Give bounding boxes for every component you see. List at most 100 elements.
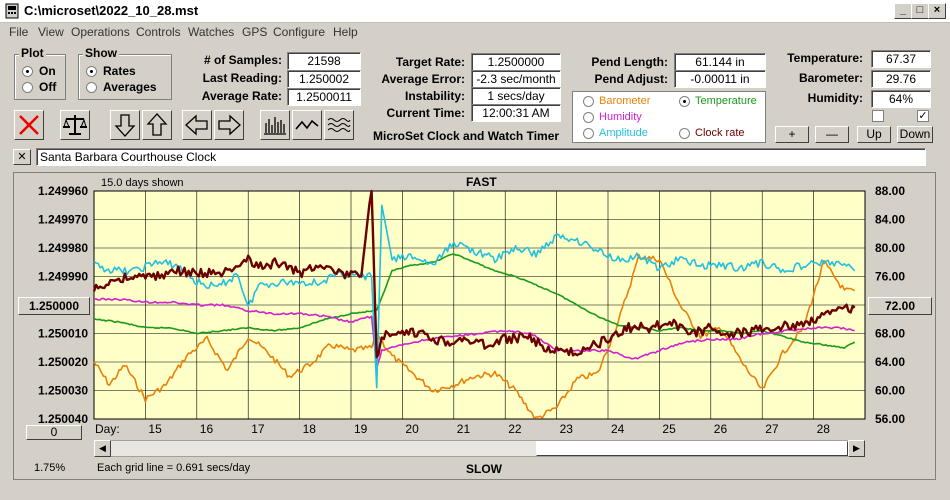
menu-operations[interactable]: Operations <box>71 25 130 39</box>
barometer-label: Barometer: <box>798 71 863 85</box>
plot-off-radio[interactable] <box>22 82 33 93</box>
barometer-radio[interactable] <box>583 96 594 107</box>
plus-button[interactable]: + <box>775 126 809 143</box>
percent-label: 1.75% <box>34 462 66 474</box>
balance-scale-icon <box>63 115 87 135</box>
scroll-left-button[interactable]: ◀ <box>94 440 111 457</box>
plot-selector-box <box>572 91 766 143</box>
day-tick-label: 27 <box>765 422 779 436</box>
day-axis-label: Day: <box>95 422 120 436</box>
left-tick-label: 1.250010 <box>38 327 88 341</box>
title-bar: C:\microset\2022_10_28.mst _ □ × <box>0 0 950 23</box>
temperature-radio[interactable] <box>679 96 690 107</box>
left-tick-label: 1.249980 <box>38 241 88 255</box>
series-line-amplitude <box>93 204 856 389</box>
arrow-up-icon <box>146 113 168 136</box>
show-averages-radio[interactable] <box>86 82 97 93</box>
right-tick-label: 64.00 <box>875 355 905 369</box>
checkbox-1[interactable] <box>872 110 884 122</box>
right-tick-label: 56.00 <box>875 412 905 426</box>
right-center-value-box[interactable]: 72.00 <box>868 297 932 315</box>
red-x-icon <box>19 115 39 135</box>
amplitude-option-label: Amplitude <box>599 127 648 139</box>
amplitude-radio[interactable] <box>583 128 594 139</box>
scroll-right-button[interactable]: ▶ <box>848 440 865 457</box>
chart-fast-label: FAST <box>466 175 497 189</box>
stop-button[interactable] <box>14 110 44 140</box>
right-tick-label: 88.00 <box>875 184 905 198</box>
left-tick-label: 1.249990 <box>38 270 88 284</box>
menu-gps[interactable]: GPS <box>242 25 268 39</box>
arrow-left-icon <box>185 114 208 136</box>
menu-bar: File View Operations Controls Watches GP… <box>0 23 950 41</box>
scrollbar-thumb[interactable] <box>536 441 848 456</box>
clock-rate-option-label: Clock rate <box>695 127 745 139</box>
clock-rate-radio[interactable] <box>679 128 690 139</box>
balance-button[interactable] <box>60 110 90 140</box>
left-center-value-box[interactable]: 1.250000 <box>18 297 90 315</box>
humidity-label: Humidity: <box>807 91 863 105</box>
chart-frame <box>13 172 936 480</box>
barometer-value: 29.76 <box>871 70 931 88</box>
right-tick-label: 68.00 <box>875 327 905 341</box>
bar-chart-button[interactable] <box>260 110 290 140</box>
menu-view[interactable]: View <box>38 25 64 39</box>
last-reading-value: 1.250002 <box>287 70 361 88</box>
plot-off-label: Off <box>39 80 57 94</box>
day-tick-label: 15 <box>148 422 162 436</box>
day-tick-label: 22 <box>508 422 522 436</box>
app-icon <box>5 3 19 19</box>
plot-on-radio[interactable] <box>22 66 33 77</box>
average-rate-value: 1.2500011 <box>287 88 361 106</box>
arrow-left-button[interactable] <box>182 110 212 140</box>
plot-on-label: On <box>39 64 56 78</box>
arrow-down-button[interactable] <box>110 110 140 140</box>
day-tick-label: 25 <box>662 422 676 436</box>
clock-name-field[interactable]: Santa Barbara Courthouse Clock <box>36 148 926 166</box>
average-error-label: Average Error: <box>381 72 465 86</box>
checkbox-2[interactable]: ✓ <box>917 110 929 122</box>
humidity-option-label: Humidity <box>599 111 642 123</box>
close-window-button[interactable]: × <box>928 3 946 19</box>
chart-slow-label: SLOW <box>466 462 502 476</box>
arrow-right-button[interactable] <box>214 110 244 140</box>
right-tick-label: 84.00 <box>875 213 905 227</box>
menu-file[interactable]: File <box>9 25 29 39</box>
days-shown-label: 15.0 days shown <box>101 177 184 189</box>
zero-button[interactable]: 0 <box>26 425 82 440</box>
series-line-humidity <box>93 297 855 370</box>
day-tick-label: 21 <box>457 422 471 436</box>
line-chart-button[interactable] <box>292 110 322 140</box>
arrow-right-icon <box>218 114 241 136</box>
barometer-option-label: Barometer <box>599 95 651 107</box>
up-button[interactable]: Up <box>857 126 891 143</box>
day-tick-label: 17 <box>251 422 265 436</box>
show-rates-radio[interactable] <box>86 66 97 77</box>
right-tick-label: 76.00 <box>875 270 905 284</box>
day-tick-label: 24 <box>611 422 625 436</box>
left-tick-label: 1.250030 <box>38 384 88 398</box>
left-tick-label: 1.249960 <box>38 184 88 198</box>
menu-watches[interactable]: Watches <box>188 25 235 39</box>
line-chart-icon <box>295 119 319 130</box>
series-line-barometer <box>93 253 856 419</box>
close-note-button[interactable]: ✕ <box>13 149 31 165</box>
humidity-radio[interactable] <box>583 112 594 123</box>
menu-controls[interactable]: Controls <box>136 25 181 39</box>
plot-group-title: Plot <box>19 46 46 60</box>
minus-button[interactable]: — <box>815 126 849 143</box>
close-icon: ✕ <box>17 151 27 163</box>
menu-configure[interactable]: Configure <box>273 25 326 39</box>
current-time-label: Current Time: <box>386 106 465 120</box>
day-tick-label: 19 <box>354 422 368 436</box>
show-group-title: Show <box>83 46 119 60</box>
arrow-up-button[interactable] <box>142 110 172 140</box>
wave-chart-button[interactable] <box>324 110 354 140</box>
humidity-value: 64% <box>871 90 931 108</box>
down-button[interactable]: Down <box>897 126 933 143</box>
menu-help[interactable]: Help <box>333 25 358 39</box>
samples-label: # of Samples: <box>203 53 282 67</box>
right-tick-label: 60.00 <box>875 384 905 398</box>
temperature-value: 67.37 <box>871 50 931 68</box>
series-line-clock-rate <box>92 189 856 359</box>
